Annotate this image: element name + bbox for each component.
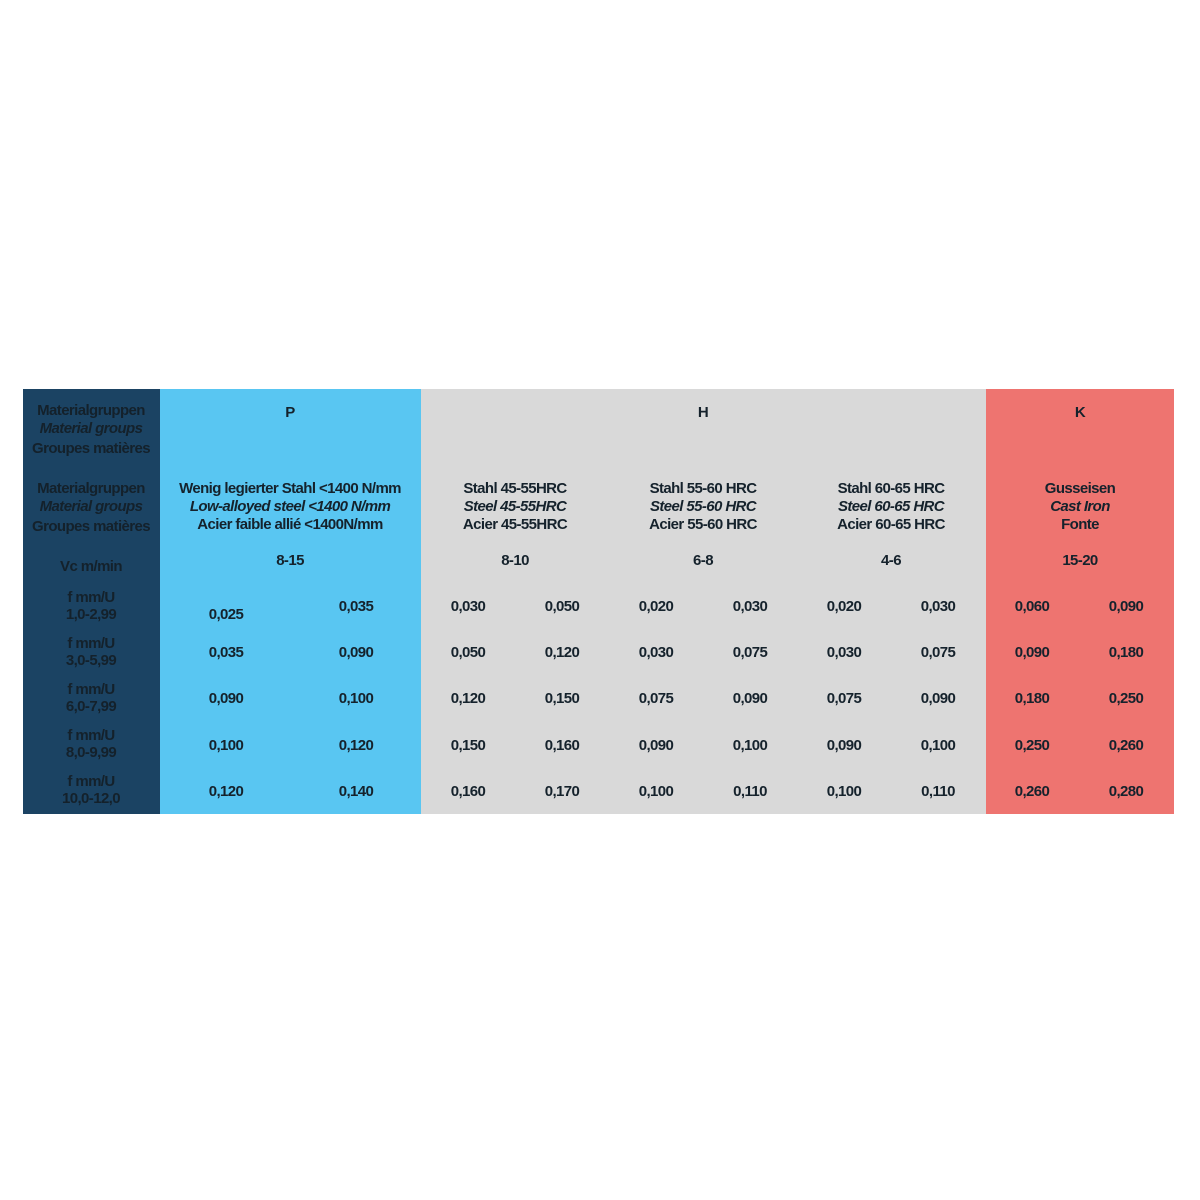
feed-range-label: 6,0-7,99	[65, 698, 117, 715]
group-h-bg	[421, 389, 986, 814]
feed-value: 0,280	[1108, 783, 1144, 800]
subgroup-name-fr: Acier 45-55HRC	[462, 516, 568, 533]
feed-value: 0,090	[920, 690, 956, 707]
feed-value: 0,035	[208, 644, 244, 661]
feed-label: f mm/U	[67, 773, 115, 790]
feed-value: 0,100	[826, 783, 862, 800]
feed-value: 0,030	[732, 598, 768, 615]
feed-value: 0,100	[920, 737, 956, 754]
feed-value: 0,250	[1014, 737, 1050, 754]
feed-value: 0,020	[826, 598, 862, 615]
groups-header-label: Groupes matières	[32, 440, 151, 457]
cutting-speed: 4-6	[881, 552, 901, 569]
feed-value: 0,035	[338, 598, 374, 615]
feed-value: 0,100	[732, 737, 768, 754]
feed-value: 0,020	[638, 598, 674, 615]
feed-value: 0,090	[638, 737, 674, 754]
subgroup-name-en: Cast Iron	[1050, 498, 1110, 515]
feed-value: 0,260	[1014, 783, 1050, 800]
feed-value: 0,120	[338, 737, 374, 754]
cutting-speed: 15-20	[1062, 552, 1098, 569]
feed-value: 0,120	[544, 644, 580, 661]
feed-value: 0,075	[732, 644, 768, 661]
label-column	[23, 389, 160, 814]
subgroup-name-de: Stahl 45-55HRC	[463, 480, 567, 497]
feed-range-label: 3,0-5,99	[65, 652, 117, 669]
subgroup-name-de: Gusseisen	[1044, 480, 1116, 497]
group-header: H	[697, 404, 709, 421]
feed-value: 0,150	[544, 690, 580, 707]
groups-header-label: Materialgruppen	[37, 402, 145, 419]
subgroup-name-fr: Acier 55-60 HRC	[649, 516, 757, 533]
subgroups-header-label: Materialgruppen	[37, 480, 145, 497]
cutting-speed: 6-8	[693, 552, 713, 569]
feed-range-label: 10,0-12,0	[62, 790, 121, 807]
feed-range-label: 1,0-2,99	[65, 606, 117, 623]
feed-value: 0,110	[921, 783, 955, 800]
group-p-bg	[160, 389, 421, 814]
subgroup-name-en: Low-alloyed steel <1400 N/mm	[189, 498, 391, 515]
feed-value: 0,030	[638, 644, 674, 661]
feed-value: 0,110	[733, 783, 767, 800]
feed-value: 0,120	[450, 690, 486, 707]
subgroup-name-de: Stahl 55-60 HRC	[649, 480, 757, 497]
feed-value: 0,100	[338, 690, 374, 707]
subgroup-name-de: Stahl 60-65 HRC	[837, 480, 945, 497]
feed-value: 0,090	[1014, 644, 1050, 661]
feed-value: 0,170	[544, 783, 580, 800]
feed-value: 0,100	[638, 783, 674, 800]
feed-value: 0,160	[450, 783, 486, 800]
subgroup-name-fr: Acier faible allié <1400N/mm	[197, 516, 383, 533]
feed-value: 0,090	[732, 690, 768, 707]
feed-range-label: 8,0-9,99	[65, 744, 117, 761]
feed-value: 0,250	[1108, 690, 1144, 707]
feed-value: 0,075	[920, 644, 956, 661]
subgroup-name-fr: Acier 60-65 HRC	[837, 516, 945, 533]
subgroups-header-label: Material groups	[39, 498, 143, 515]
cutting-speed: 8-15	[276, 552, 304, 569]
feed-value: 0,090	[208, 690, 244, 707]
feed-value: 0,075	[638, 690, 674, 707]
feed-label: f mm/U	[67, 727, 115, 744]
feed-value: 0,090	[338, 644, 374, 661]
feed-label: f mm/U	[67, 635, 115, 652]
feed-value: 0,160	[544, 737, 580, 754]
feed-value: 0,260	[1108, 737, 1144, 754]
subgroup-name-en: Steel 60-65 HRC	[837, 498, 945, 515]
feed-value: 0,150	[450, 737, 486, 754]
cutting-speed: 8-10	[501, 552, 529, 569]
subgroup-name-de: Wenig legierter Stahl <1400 N/mm	[179, 480, 401, 497]
feed-value: 0,030	[920, 598, 956, 615]
feed-value: 0,100	[208, 737, 244, 754]
subgroup-name-fr: Fonte	[1061, 516, 1099, 533]
feed-value: 0,060	[1014, 598, 1050, 615]
group-header: K	[1074, 404, 1086, 421]
feed-value: 0,180	[1014, 690, 1050, 707]
subgroup-name-en: Steel 55-60 HRC	[649, 498, 757, 515]
feed-value: 0,140	[338, 783, 374, 800]
feed-value: 0,090	[1108, 598, 1144, 615]
subgroups-header-label: Groupes matières	[32, 518, 151, 535]
feed-label: f mm/U	[67, 589, 115, 606]
subgroup-name-en: Steel 45-55HRC	[463, 498, 567, 515]
feed-value: 0,180	[1108, 644, 1144, 661]
feed-label: f mm/U	[67, 681, 115, 698]
feed-value: 0,025	[208, 606, 244, 623]
group-k-bg	[986, 389, 1174, 814]
feed-value: 0,030	[826, 644, 862, 661]
feed-value: 0,050	[450, 644, 486, 661]
feed-value: 0,120	[208, 783, 244, 800]
feed-value: 0,030	[450, 598, 486, 615]
group-header: P	[285, 404, 295, 421]
groups-header-label: Material groups	[39, 420, 143, 437]
feed-value: 0,090	[826, 737, 862, 754]
feed-value: 0,050	[544, 598, 580, 615]
feed-value: 0,075	[826, 690, 862, 707]
vc-label: Vc m/min	[60, 558, 122, 575]
